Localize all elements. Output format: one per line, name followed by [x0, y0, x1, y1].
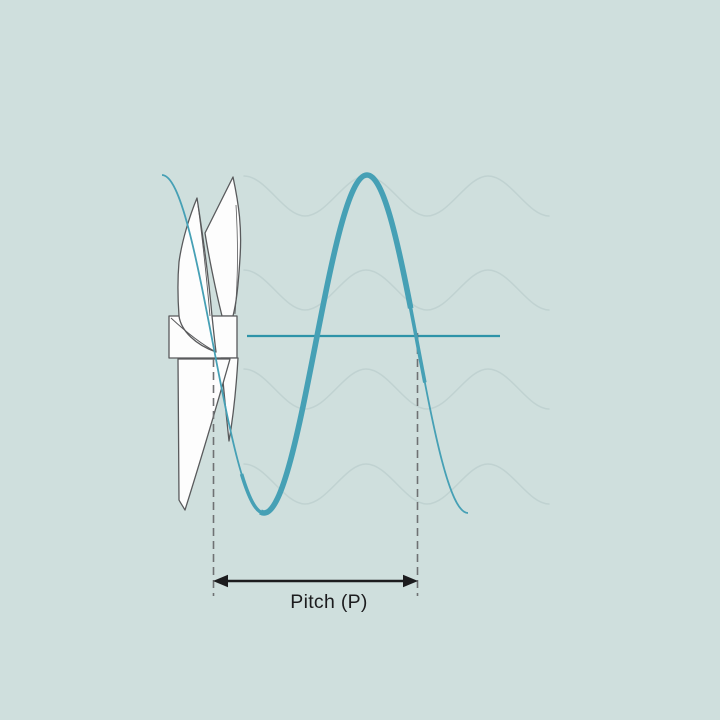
helix-curve: [160, 172, 470, 516]
propeller-blade-upper-right-detail: [234, 204, 238, 315]
arrow-head-left: [213, 574, 228, 588]
propeller-hub-detail: [170, 317, 217, 353]
pitch-span-dashed-lines: [212, 333, 419, 596]
pitch-label: Pitch (P): [290, 591, 367, 613]
arrow-head-right: [403, 574, 418, 588]
propeller: [168, 176, 242, 511]
pitch-arrow: [213, 574, 418, 588]
helix-path-thick: [160, 172, 470, 516]
propeller-blade-upper-left-detail: [197, 204, 211, 317]
